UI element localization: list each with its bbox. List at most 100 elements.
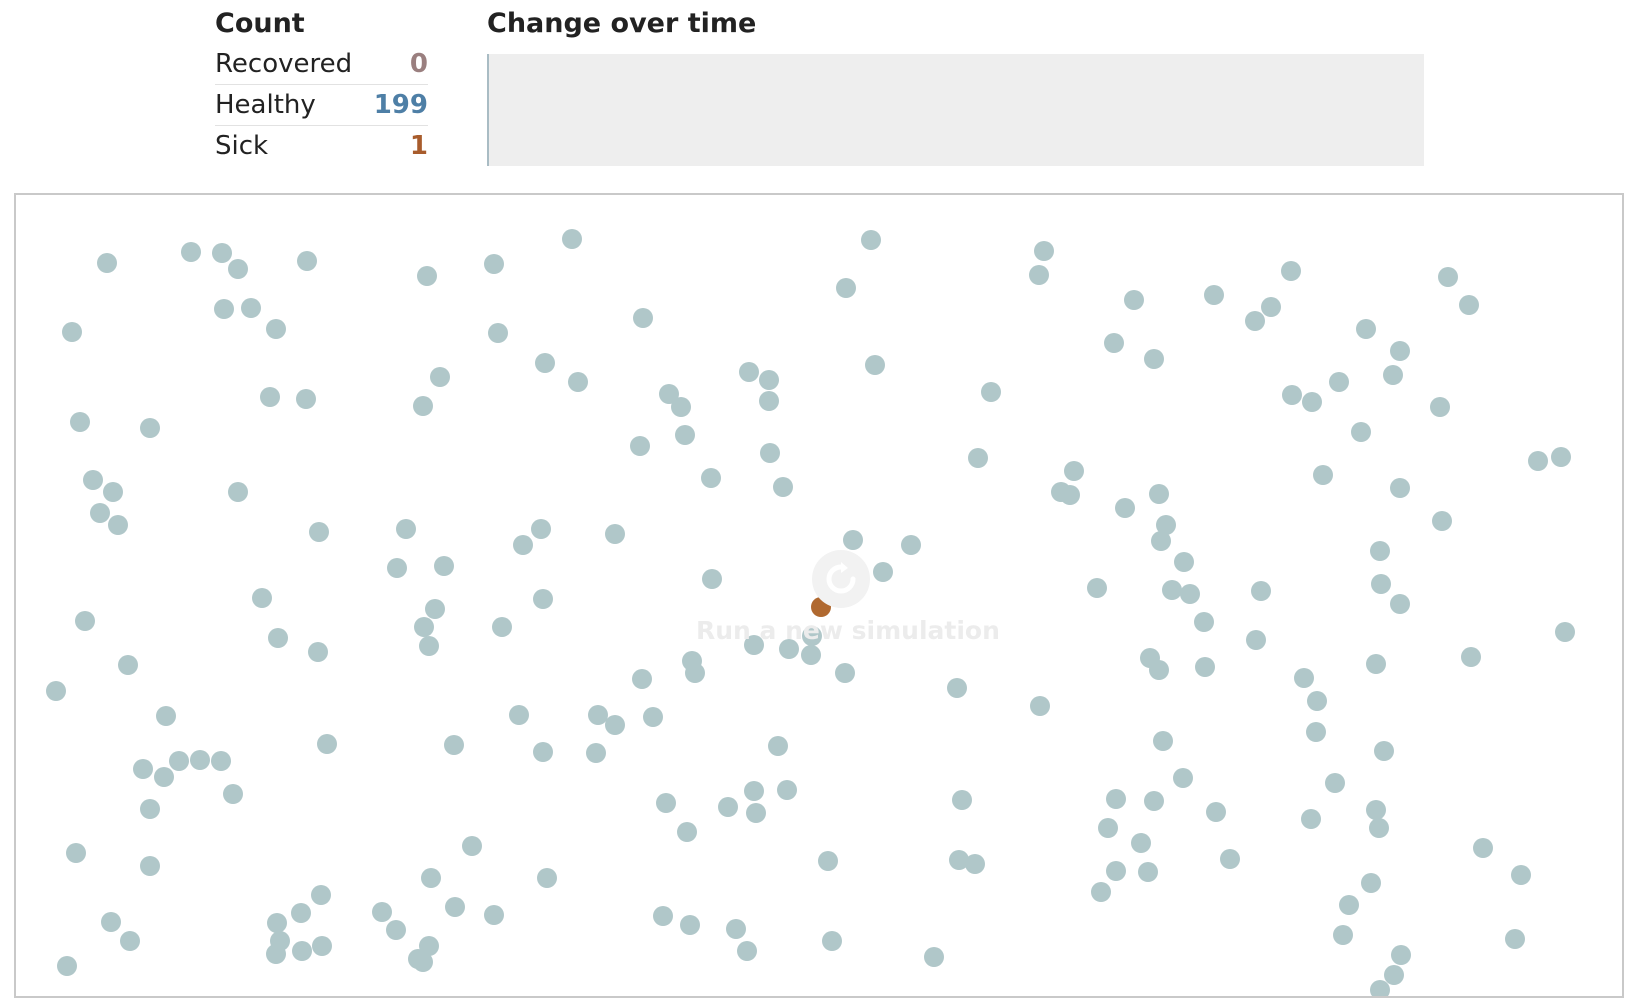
person-dot-healthy (1370, 980, 1390, 996)
person-dot-healthy (118, 655, 138, 675)
person-dot-healthy (533, 742, 553, 762)
person-dot-healthy (1391, 945, 1411, 965)
person-dot-healthy (835, 663, 855, 683)
person-dot-healthy (1030, 696, 1050, 716)
person-dot-healthy (1384, 965, 1404, 985)
person-dot-healthy (744, 781, 764, 801)
person-dot-healthy (1461, 647, 1481, 667)
person-dot-healthy (702, 569, 722, 589)
person-dot-healthy (228, 259, 248, 279)
person-dot-healthy (1281, 261, 1301, 281)
person-dot-healthy (677, 822, 697, 842)
change-title: Change over time (487, 8, 757, 39)
person-dot-healthy (1371, 574, 1391, 594)
person-dot-healthy (653, 906, 673, 926)
person-dot-healthy (103, 482, 123, 502)
person-dot-healthy (759, 391, 779, 411)
person-dot-healthy (1374, 741, 1394, 761)
person-dot-healthy (1174, 552, 1194, 572)
person-dot-healthy (444, 735, 464, 755)
person-dot-healthy (1034, 241, 1054, 261)
person-dot-healthy (924, 947, 944, 967)
person-dot-healthy (777, 780, 797, 800)
person-dot-healthy (492, 617, 512, 637)
person-dot-healthy (97, 253, 117, 273)
person-dot-healthy (1390, 594, 1410, 614)
person-dot-healthy (533, 589, 553, 609)
person-dot-healthy (531, 519, 551, 539)
refresh-icon[interactable] (812, 550, 870, 608)
person-dot-healthy (586, 743, 606, 763)
person-dot-healthy (801, 645, 821, 665)
person-dot-healthy (252, 588, 272, 608)
person-dot-healthy (949, 850, 969, 870)
count-title: Count (215, 8, 305, 39)
person-dot-healthy (1029, 265, 1049, 285)
person-dot-healthy (1087, 578, 1107, 598)
person-dot-healthy (120, 931, 140, 951)
person-dot-healthy (1106, 861, 1126, 881)
person-dot-healthy (211, 751, 231, 771)
person-dot-healthy (70, 412, 90, 432)
person-dot-healthy (1313, 465, 1333, 485)
person-dot-healthy (169, 751, 189, 771)
person-dot-healthy (1151, 531, 1171, 551)
person-dot-healthy (818, 851, 838, 871)
change-panel: Change over time (487, 0, 1424, 166)
person-dot-healthy (1104, 333, 1124, 353)
person-dot-healthy (509, 705, 529, 725)
person-dot-healthy (744, 635, 764, 655)
person-dot-healthy (981, 382, 1001, 402)
count-row-healthy: Healthy 199 (215, 85, 428, 126)
person-dot-healthy (62, 322, 82, 342)
person-dot-healthy (140, 856, 160, 876)
person-dot-healthy (1390, 341, 1410, 361)
person-dot-healthy (865, 355, 885, 375)
person-dot-healthy (434, 556, 454, 576)
person-dot-healthy (1432, 511, 1452, 531)
person-dot-healthy (1144, 349, 1164, 369)
person-dot-healthy (1246, 630, 1266, 650)
person-dot-healthy (241, 298, 261, 318)
person-dot-healthy (297, 251, 317, 271)
person-dot-healthy (1438, 267, 1458, 287)
person-dot-healthy (1333, 925, 1353, 945)
person-dot-healthy (421, 868, 441, 888)
person-dot-healthy (632, 669, 652, 689)
person-dot-healthy (822, 931, 842, 951)
person-dot-healthy (1091, 882, 1111, 902)
rerun-button[interactable]: Run a new simulation (696, 550, 1000, 645)
count-row-sick: Sick 1 (215, 126, 428, 166)
person-dot-healthy (630, 436, 650, 456)
person-dot-healthy (75, 611, 95, 631)
person-dot-healthy (1115, 498, 1135, 518)
person-dot-healthy (843, 530, 863, 550)
person-dot-healthy (1383, 365, 1403, 385)
person-dot-healthy (1351, 422, 1371, 442)
person-dot-healthy (739, 362, 759, 382)
count-row-recovered: Recovered 0 (215, 44, 428, 85)
person-dot-healthy (1366, 654, 1386, 674)
person-dot-healthy (1339, 895, 1359, 915)
person-dot-healthy (685, 663, 705, 683)
person-dot-healthy (1180, 584, 1200, 604)
person-dot-healthy (588, 705, 608, 725)
rerun-label[interactable]: Run a new simulation (696, 616, 1000, 645)
person-dot-healthy (396, 519, 416, 539)
person-dot-healthy (387, 558, 407, 578)
person-dot-healthy (1505, 929, 1525, 949)
sick-label: Sick (215, 131, 269, 161)
person-dot-healthy (1106, 789, 1126, 809)
person-dot-healthy (701, 468, 721, 488)
recovered-label: Recovered (215, 49, 353, 79)
person-dot-healthy (952, 790, 972, 810)
person-dot-healthy (1473, 838, 1493, 858)
person-dot-healthy (1131, 833, 1151, 853)
person-dot-healthy (108, 515, 128, 535)
simulation-canvas (46, 229, 1575, 996)
person-dot-healthy (413, 952, 433, 972)
person-dot-healthy (372, 902, 392, 922)
person-dot-healthy (268, 628, 288, 648)
person-dot-healthy (802, 626, 822, 646)
person-dot-healthy (873, 562, 893, 582)
